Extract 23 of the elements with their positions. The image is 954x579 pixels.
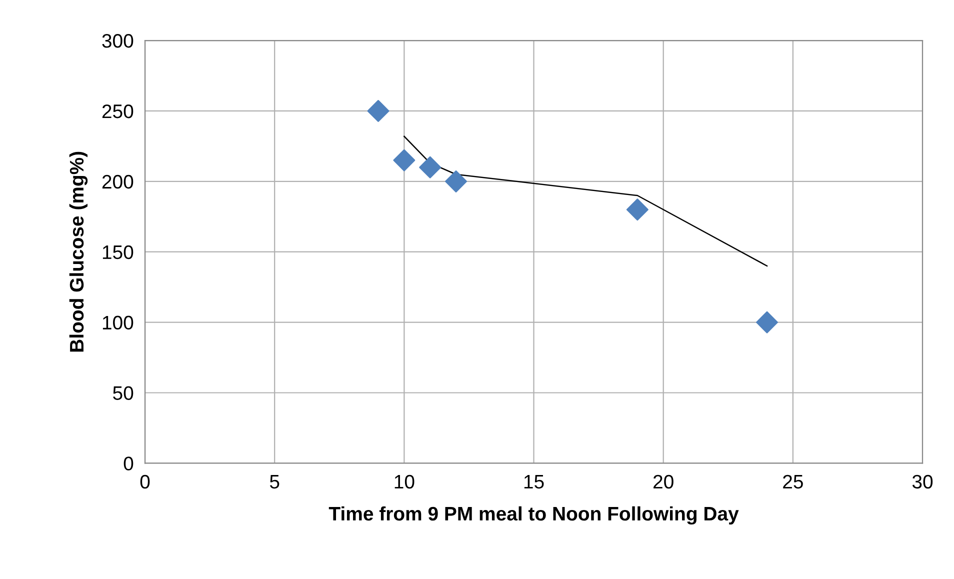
x-tick-label: 20: [654, 474, 674, 489]
x-tick-label: 10: [394, 474, 414, 489]
x-tick-label: 25: [783, 474, 803, 489]
y-tick-label: 0: [124, 456, 134, 470]
y-tick-label: 50: [113, 386, 134, 400]
point: [393, 149, 416, 172]
point: [367, 100, 390, 122]
y-tick-label: 100: [102, 316, 134, 330]
y-tick-label: 300: [102, 34, 134, 48]
point: [419, 156, 442, 178]
y-tick-label: 200: [102, 174, 134, 189]
x-axis-title: Time from 9 PM meal to Noon Following Day: [328, 506, 739, 525]
x-tick-label: 0: [140, 474, 150, 489]
line-series: [404, 136, 768, 267]
point: [626, 198, 648, 221]
y-axis-title: Blood Glucose (mg%): [69, 152, 88, 352]
x-tick-label: 5: [270, 475, 280, 489]
point: [445, 170, 468, 192]
point: [756, 311, 778, 334]
y-tick-label: 150: [102, 245, 134, 260]
x-tick-label: 15: [524, 475, 544, 489]
x-tick-label: 30: [912, 474, 933, 489]
y-tick-label: 250: [102, 104, 134, 118]
